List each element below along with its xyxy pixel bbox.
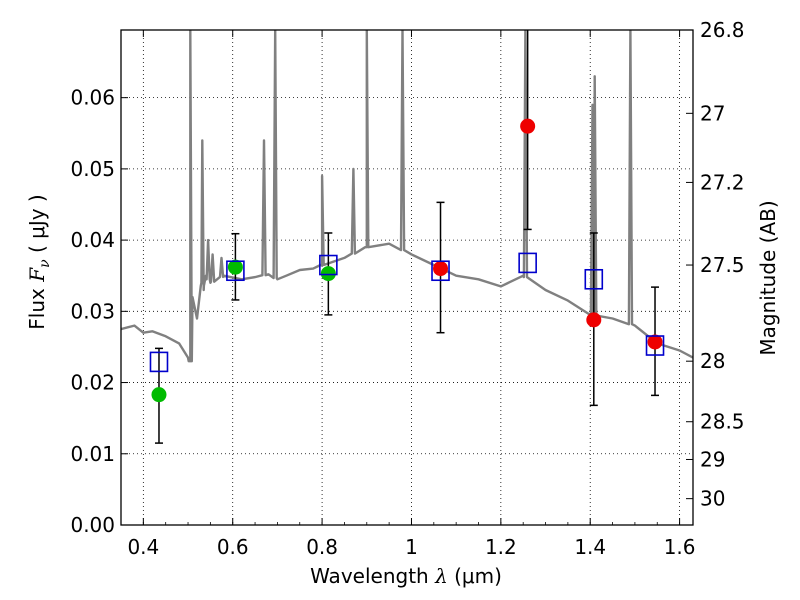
y2-tick-label: 27.2 (700, 170, 745, 194)
y-tick-label: 0.05 (70, 157, 115, 181)
y2-tick-label: 27.5 (700, 253, 745, 277)
y-tick-label: 0.06 (70, 86, 115, 110)
y2-tick-label: 30 (700, 487, 725, 511)
observed-point (151, 387, 167, 403)
x-tick-label: 0.4 (127, 535, 159, 559)
observed-point (227, 259, 243, 275)
observed-point (433, 261, 449, 277)
observed-point (320, 266, 336, 282)
model-square-marker (518, 252, 537, 274)
y-tick-label: 0.01 (70, 442, 115, 466)
observed-point (586, 312, 602, 328)
data-markers (149, 118, 665, 403)
plot-frame (120, 29, 694, 526)
model-square-marker (645, 335, 665, 356)
y2-tick-label: 29 (700, 447, 725, 471)
x-tick-label: 0.8 (306, 535, 338, 559)
x-tick-label: 1 (405, 535, 418, 559)
x-tick-label: 1.6 (664, 535, 696, 559)
model-square-marker (149, 351, 169, 373)
y-tick-label: 0.04 (70, 228, 115, 252)
grid-lines (121, 30, 693, 525)
axis-ticks: 0.4 0.6 0.8 1 1.2 1.4 1.6 0.00 0.01 0.02 0.03 0.04 0… (70, 18, 744, 559)
x-tick-label: 1.4 (574, 535, 606, 559)
y-tick-label: 0.02 (70, 371, 115, 395)
model-square-marker (226, 260, 245, 282)
y2-tick-label: 26.8 (700, 18, 745, 42)
model-square-marker (431, 260, 450, 282)
observed-point (647, 334, 663, 350)
y-axis-label: Flux Fν ( μJy ) (25, 194, 53, 329)
y2-tick-label: 28.5 (700, 410, 745, 434)
x-axis-label: Wavelength λ (μm) (310, 564, 502, 588)
y2-tick-label: 27 (700, 101, 725, 125)
model-square-marker (319, 254, 338, 276)
x-tick-label: 0.6 (217, 535, 249, 559)
model-square-marker (584, 268, 604, 290)
x-tick-label: 1.2 (485, 535, 517, 559)
y2-tick-label: 28 (700, 349, 725, 373)
observed-point (520, 118, 536, 134)
y-tick-label: 0.00 (70, 513, 115, 537)
y2-axis-label: Magnitude (AB) (756, 200, 780, 355)
y-tick-label: 0.03 (70, 299, 115, 323)
